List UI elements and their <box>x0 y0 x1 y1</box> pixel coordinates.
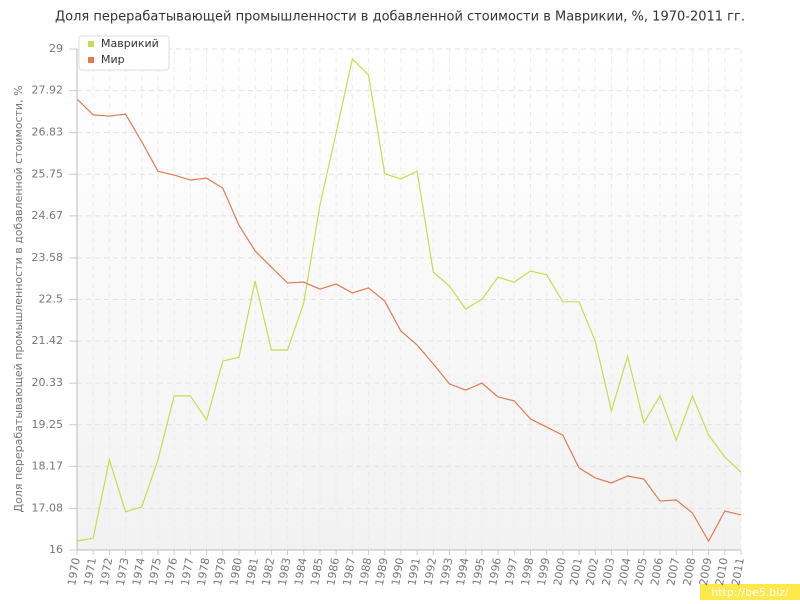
x-tick-label: 1979 <box>211 557 229 587</box>
x-tick-label: 1974 <box>130 557 148 587</box>
y-tick-label: 29 <box>49 42 63 55</box>
series-line <box>76 57 742 542</box>
x-tick-label: 2011 <box>729 557 747 587</box>
legend-swatch <box>88 41 94 47</box>
x-tick-label: 1994 <box>454 557 472 587</box>
x-tick-label: 1997 <box>503 557 521 587</box>
watermark-bg <box>700 584 800 600</box>
y-tick-label: 18.17 <box>32 459 64 472</box>
chart-title: Доля перерабатывающей промышленности в д… <box>55 10 745 25</box>
y-tick-label: 20.33 <box>32 376 64 389</box>
x-tick-label: 1991 <box>405 557 423 587</box>
x-tick-label: 1986 <box>324 557 342 587</box>
x-tick-label: 1977 <box>179 557 197 587</box>
legend-label: Маврикий <box>101 37 159 50</box>
x-tick-label: 1999 <box>535 557 553 587</box>
x-tick-label: 1990 <box>389 557 407 587</box>
y-tick-label: 26.83 <box>32 126 64 139</box>
x-tick-label: 2010 <box>713 557 731 587</box>
x-tick-label: 2000 <box>551 557 569 587</box>
y-tick-label: 22.5 <box>39 293 64 306</box>
x-tick-label: 2009 <box>697 557 715 587</box>
watermark: http://be5.biz/ <box>711 586 789 599</box>
x-tick-label: 2004 <box>616 557 634 587</box>
y-tick-label: 24.67 <box>32 209 64 222</box>
x-tick-label: 2006 <box>648 557 666 587</box>
x-tick-label: 2002 <box>583 557 601 587</box>
y-tick-label: 19.25 <box>32 418 64 431</box>
y-tick-label: 17.08 <box>32 501 64 514</box>
x-tick-label: 1980 <box>227 557 245 587</box>
x-tick-label: 1970 <box>65 557 83 587</box>
x-tick-label: 1972 <box>98 557 116 587</box>
x-tick-label: 1975 <box>146 557 164 587</box>
legend-swatch <box>88 57 94 63</box>
x-tick-label: 1996 <box>486 557 504 587</box>
x-tick-label: 1978 <box>195 557 213 587</box>
x-tick-label: 2001 <box>567 557 585 587</box>
x-tick-label: 1984 <box>292 557 310 587</box>
x-tick-label: 1988 <box>357 557 375 587</box>
x-tick-label: 1983 <box>276 557 294 587</box>
x-tick-label: 1985 <box>308 557 326 587</box>
x-tick-label: 1981 <box>243 557 261 587</box>
lines <box>76 57 742 543</box>
x-tick-label: 1995 <box>470 557 488 587</box>
x-tick-label: 1992 <box>422 557 440 587</box>
x-tick-label: 1998 <box>519 557 537 587</box>
legend-box <box>78 35 170 71</box>
grid <box>76 48 742 551</box>
y-axis-label: Доля перерабатывающей промышленности в д… <box>12 85 25 512</box>
y-tick-label: 16 <box>49 543 63 556</box>
x-tick-label: 2003 <box>600 557 618 587</box>
y-tick-label: 21.42 <box>32 334 64 347</box>
x-tick-label: 1976 <box>162 557 180 587</box>
y-tick-label: 27.92 <box>32 84 64 97</box>
x-tick-label: 2008 <box>681 557 699 587</box>
series-line <box>76 98 742 543</box>
x-tick-label: 2005 <box>632 557 650 587</box>
x-tick-label: 1993 <box>438 557 456 587</box>
x-tick-label: 2007 <box>664 557 682 587</box>
legend-label: Мир <box>101 53 125 66</box>
x-tick-label: 1982 <box>260 557 278 587</box>
y-tick-label: 25.75 <box>32 167 64 180</box>
x-tick-label: 1987 <box>341 557 359 587</box>
y-tick-label: 23.58 <box>32 251 64 264</box>
x-tick-label: 1989 <box>373 557 391 587</box>
x-tick-label: 1971 <box>81 557 99 587</box>
x-tick-label: 1973 <box>114 557 132 587</box>
